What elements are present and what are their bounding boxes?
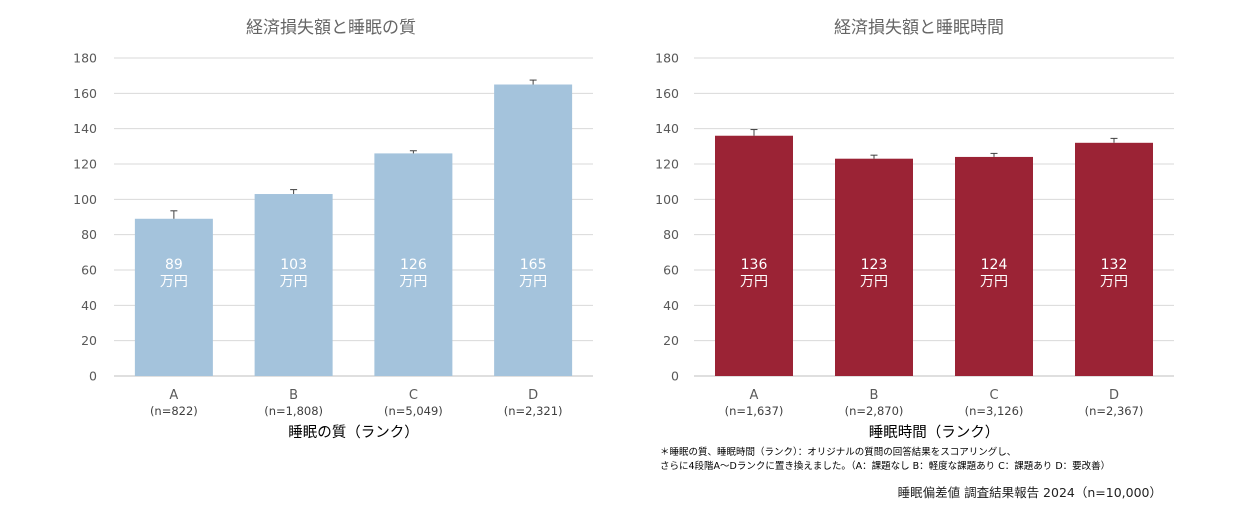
sample-size-label: (n=2,321) [504, 404, 563, 418]
data-label-unit: 万円 [519, 274, 547, 290]
chart-title: 経済損失額と睡眠時間 [834, 18, 1004, 38]
y-tick-label: 80 [81, 227, 97, 242]
x-axis-title: 睡眠時間（ランク） [869, 424, 1000, 441]
sample-size-label: (n=3,126) [965, 404, 1024, 418]
sample-size-label: (n=5,049) [384, 404, 443, 418]
data-label: 126 [400, 257, 427, 273]
data-label: 132 [1101, 257, 1128, 273]
y-tick-label: 100 [73, 192, 97, 207]
x-tick-label: C [409, 388, 418, 403]
data-label-unit: 万円 [980, 274, 1008, 290]
sample-size-label: (n=1,637) [725, 404, 784, 418]
x-tick-label: D [1109, 388, 1119, 403]
chart-sleep-duration: 経済損失額と睡眠時間020406080100120140160180136万円A… [655, 18, 1174, 441]
bar [835, 158, 913, 376]
sample-size-label: (n=822) [150, 404, 198, 418]
data-label-unit: 万円 [860, 274, 888, 290]
footnote-line-1: ＊睡眠の質、睡眠時間（ランク）：オリジナルの質問の回答結果をスコアリングし、 [660, 446, 1016, 458]
x-tick-label: A [169, 388, 178, 403]
x-tick-label: A [750, 388, 759, 403]
data-label-unit: 万円 [1100, 274, 1128, 290]
source-label: 睡眠偏差値 調査結果報告 2024（n=10,000） [898, 485, 1162, 500]
bar [715, 135, 793, 376]
y-tick-label: 120 [655, 157, 679, 172]
y-tick-label: 160 [73, 86, 97, 101]
data-label: 165 [520, 257, 547, 273]
bar [955, 156, 1033, 376]
bar [134, 218, 213, 376]
y-tick-label: 100 [655, 192, 679, 207]
y-tick-label: 40 [663, 298, 679, 313]
x-tick-label: B [289, 388, 298, 403]
y-tick-label: 80 [663, 227, 679, 242]
data-label: 103 [280, 257, 307, 273]
y-tick-label: 180 [73, 51, 97, 66]
sample-size-label: (n=1,808) [264, 404, 323, 418]
y-tick-label: 60 [663, 263, 679, 278]
y-tick-label: 140 [655, 121, 679, 136]
data-label-unit: 万円 [399, 274, 427, 290]
bar [374, 153, 453, 376]
footnote-line-2: さらに4段階A〜Dランクに置き換えました。（A：課題なし B：軽度な課題あり C… [660, 460, 1110, 472]
data-label: 136 [741, 257, 768, 273]
bar [494, 84, 573, 376]
x-axis-title: 睡眠の質（ランク） [288, 423, 419, 441]
y-tick-label: 120 [73, 157, 97, 172]
data-label-unit: 万円 [740, 274, 768, 290]
data-label-unit: 万円 [160, 274, 188, 290]
data-label-unit: 万円 [280, 274, 308, 290]
sample-size-label: (n=2,367) [1085, 404, 1144, 418]
chart-title: 経済損失額と睡眠の質 [246, 18, 416, 38]
chart-sleep-quality: 経済損失額と睡眠の質02040608010012014016018089万円A(… [73, 18, 593, 441]
data-label: 89 [165, 257, 183, 273]
x-tick-label: B [870, 388, 879, 403]
y-tick-label: 180 [655, 51, 679, 66]
x-tick-label: C [989, 388, 998, 403]
y-tick-label: 20 [663, 333, 679, 348]
y-tick-label: 40 [81, 298, 97, 313]
data-label: 123 [861, 257, 888, 273]
x-tick-label: D [528, 388, 538, 403]
bar [254, 194, 333, 376]
y-tick-label: 0 [671, 369, 679, 384]
y-tick-label: 0 [89, 369, 97, 384]
y-tick-label: 20 [81, 333, 97, 348]
data-label: 124 [981, 257, 1008, 273]
y-tick-label: 160 [655, 86, 679, 101]
bar [1075, 142, 1153, 376]
sample-size-label: (n=2,870) [845, 404, 904, 418]
y-tick-label: 140 [73, 121, 97, 136]
y-tick-label: 60 [81, 263, 97, 278]
